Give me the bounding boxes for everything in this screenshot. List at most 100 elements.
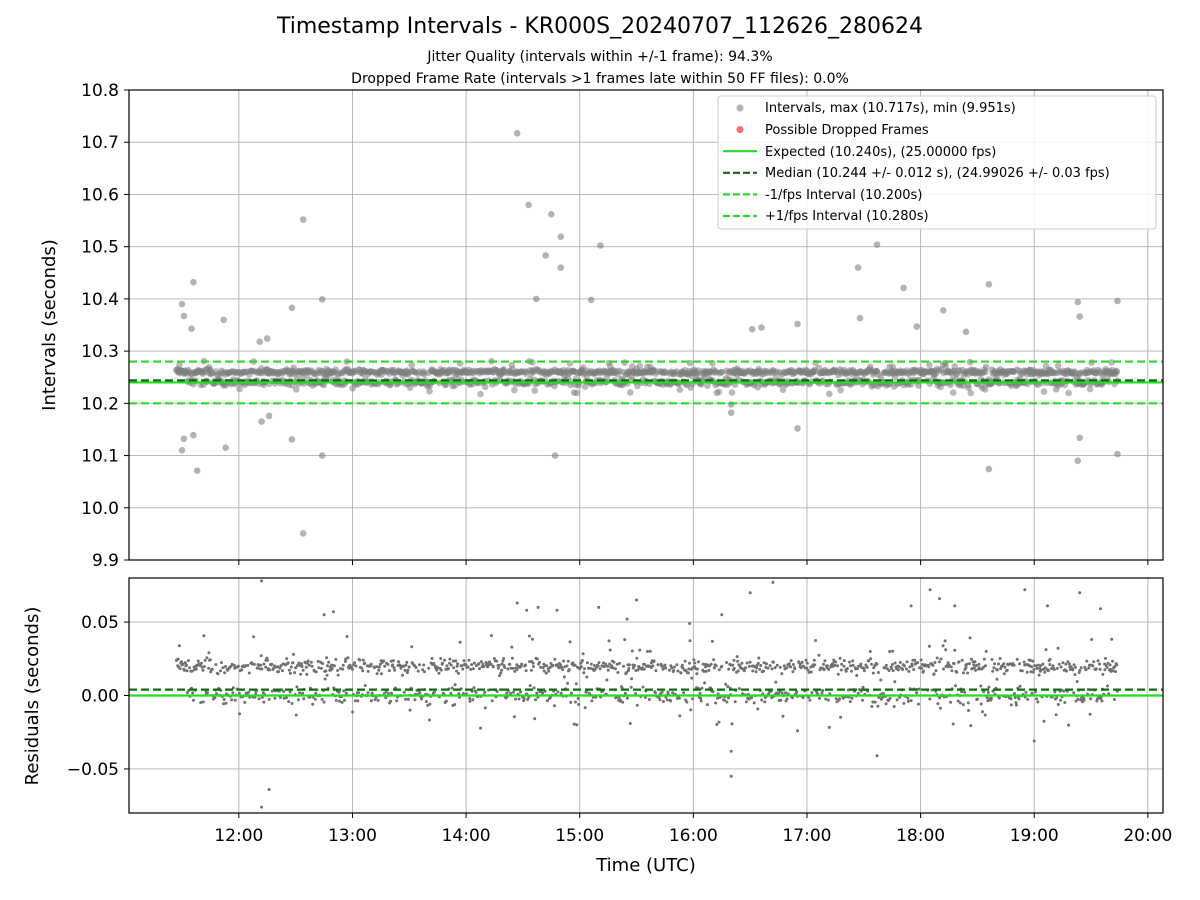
residual-point [901, 668, 905, 671]
residual-point [522, 697, 526, 700]
residual-point [943, 639, 947, 643]
residual-point [1009, 703, 1013, 707]
residual-outlier-point [748, 591, 752, 595]
residual-point [314, 691, 318, 695]
residual-point [842, 664, 846, 668]
residual-point [951, 722, 955, 726]
residual-point [259, 663, 263, 667]
residual-point [370, 691, 374, 695]
interval-point [1054, 362, 1062, 370]
legend-intervals-marker [736, 104, 744, 112]
residual-point [278, 696, 282, 699]
residual-point [757, 656, 761, 660]
residual-point [1030, 665, 1034, 669]
residual-point [185, 663, 188, 667]
residual-point [531, 637, 534, 641]
residual-point [336, 673, 340, 677]
residual-point [658, 698, 662, 702]
residual-point [755, 666, 759, 670]
residual-point [295, 664, 299, 668]
residual-point [1072, 663, 1076, 667]
residual-point [985, 696, 989, 700]
x-tick-label: 20:00 [1123, 826, 1172, 846]
residual-point [842, 659, 846, 663]
residual-point [774, 680, 778, 684]
residual-point [1017, 697, 1021, 701]
legend-median-label: Median (10.244 +/- 0.012 s), (24.99026 +… [765, 166, 1110, 181]
residual-point [353, 661, 357, 665]
residual-point [375, 665, 379, 669]
residual-point [306, 659, 310, 663]
residual-point [727, 696, 730, 700]
residual-point [351, 710, 355, 714]
residual-point [1113, 665, 1117, 668]
residual-point [680, 663, 684, 667]
residual-point [888, 696, 892, 700]
residual-point [768, 664, 772, 668]
residual-outlier-point [796, 729, 799, 733]
residual-point [560, 665, 564, 669]
residual-point [1098, 662, 1101, 666]
residual-point [1029, 670, 1033, 674]
residual-point [1088, 712, 1092, 716]
x-tick-label: 18:00 [896, 826, 945, 846]
residual-point [1079, 698, 1083, 702]
residual-point [834, 660, 838, 664]
residual-point [301, 691, 305, 695]
interval-point [1086, 385, 1094, 393]
interval-point [949, 389, 957, 396]
residual-point [762, 669, 765, 673]
residual-point [334, 657, 338, 661]
residual-point [508, 662, 512, 666]
residual-point [505, 691, 509, 695]
residual-point [538, 660, 541, 664]
residual-point [237, 691, 241, 695]
residual-point [902, 701, 906, 705]
residual-point [789, 659, 793, 663]
residual-point [982, 657, 986, 661]
residual-point [752, 701, 756, 705]
residual-point [861, 698, 864, 702]
residual-point [421, 668, 425, 672]
residual-point [397, 660, 400, 664]
residual-point [671, 691, 675, 695]
residual-point [261, 691, 265, 695]
residual-point [176, 657, 180, 661]
residual-point [483, 690, 487, 694]
residual-point [643, 696, 647, 699]
residual-point [972, 663, 976, 667]
x-tick-label: 13:00 [328, 826, 377, 846]
residual-point [891, 649, 895, 653]
residual-point [292, 652, 296, 656]
residual-point [215, 692, 218, 696]
residual-point [931, 663, 935, 667]
interval-outlier-point [265, 412, 273, 420]
residual-point [935, 656, 939, 660]
residual-point [1098, 667, 1102, 671]
residual-point [627, 667, 631, 670]
residual-point [257, 697, 261, 701]
residual-point [638, 648, 642, 652]
residual-point [1069, 665, 1073, 669]
residual-point [287, 700, 291, 704]
interval-point [406, 384, 414, 391]
residual-point [386, 692, 390, 695]
residual-point [418, 691, 422, 695]
residual-point [280, 669, 284, 673]
residual-point [891, 669, 895, 673]
residual-point [428, 718, 431, 722]
residual-point [259, 654, 263, 658]
interval-outlier-point [940, 307, 947, 314]
residual-point [377, 668, 381, 672]
residual-point [1084, 668, 1088, 672]
residual-point [808, 698, 812, 702]
residual-point [288, 671, 292, 675]
interval-point [477, 390, 484, 398]
residual-outlier-point [938, 597, 941, 601]
residual-point [495, 690, 499, 693]
residual-point [983, 713, 987, 717]
residual-point [390, 691, 393, 695]
residual-point [1052, 667, 1056, 671]
residual-point [963, 690, 967, 694]
